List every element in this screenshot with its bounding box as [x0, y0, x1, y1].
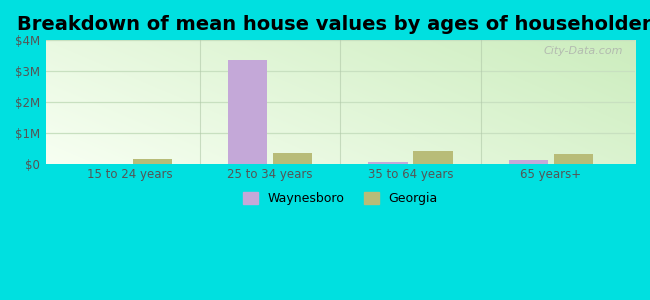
Legend: Waynesboro, Georgia: Waynesboro, Georgia [238, 187, 443, 210]
Bar [554, 154, 593, 164]
Bar [369, 162, 408, 164]
Title: Breakdown of mean house values by ages of householders: Breakdown of mean house values by ages o… [18, 15, 650, 34]
Bar [413, 151, 452, 164]
Bar [133, 159, 172, 164]
Bar [228, 60, 267, 164]
Bar [509, 160, 548, 164]
Text: City-Data.com: City-Data.com [543, 46, 623, 56]
Bar [273, 153, 312, 164]
